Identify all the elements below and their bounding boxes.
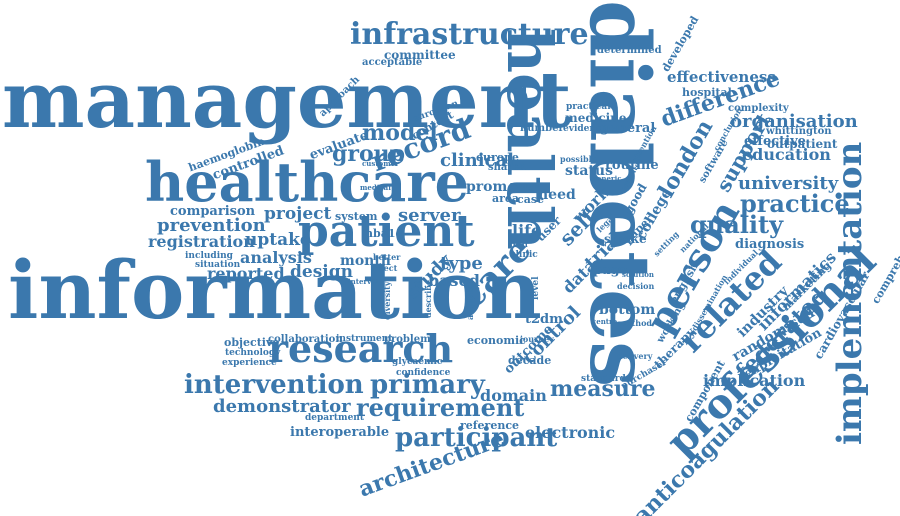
word-range: range <box>510 182 539 191</box>
word-solution: solution <box>622 271 654 278</box>
word-server: server <box>398 207 460 225</box>
word-intervention: intervention <box>184 372 364 398</box>
word-economic: economic <box>467 335 526 346</box>
word-registration: registration <box>148 234 255 250</box>
word-domain: domain <box>480 388 547 404</box>
word-possible: possible <box>560 155 597 163</box>
word-interoperable: interoperable <box>290 426 389 439</box>
word-confidence: confidence <box>396 369 450 378</box>
word-situation: situation <box>195 261 240 270</box>
word-determined: determined <box>597 46 662 56</box>
word-generic: generic <box>592 175 622 182</box>
word-t2dm: t2dm <box>525 313 563 326</box>
word-collaboration: collaboration <box>268 335 343 345</box>
word-available: available <box>466 280 474 320</box>
word-practical: practical <box>566 103 611 112</box>
word-effect: effect <box>372 264 397 272</box>
word-effectiveness: effectiveness <box>667 70 776 85</box>
word-level: level <box>532 276 541 300</box>
word-project: project <box>264 206 331 223</box>
word-department: department <box>305 414 364 423</box>
word-management: management <box>2 62 571 140</box>
word-centre: centre <box>592 318 617 325</box>
word-method: method <box>618 319 652 327</box>
word-system: system <box>335 211 378 222</box>
word-analysis: analysis <box>240 250 312 266</box>
word-uptake: uptake <box>245 232 311 249</box>
word-problem: problem <box>384 335 431 345</box>
word-university: university <box>738 175 838 193</box>
word-journey: journey <box>520 335 554 343</box>
word-bottom: bottom <box>599 303 655 317</box>
word-medical: medical <box>360 184 391 191</box>
word-whittington: whittington <box>766 127 832 137</box>
word-decade: decade <box>508 355 551 366</box>
word-glycaemic: glycaemic <box>392 358 442 367</box>
word-interval: interval <box>348 278 378 285</box>
word-reference: reference <box>460 420 519 431</box>
word-number: number <box>520 124 564 134</box>
word-delivery: delivery <box>617 352 652 360</box>
word-shared: shared <box>488 163 526 173</box>
word-area: area <box>492 193 519 204</box>
word-standard: standard <box>581 375 626 384</box>
word-oral: oral <box>510 240 528 248</box>
word-clinic: clinic <box>510 251 538 260</box>
word-infrastructure: infrastructure <box>350 20 589 50</box>
word-diagnosis: diagnosis <box>735 238 804 251</box>
word-diversity: diversity <box>383 282 391 320</box>
word-technology: technology <box>225 349 280 358</box>
word-electronic: electronic <box>525 425 615 441</box>
word-better: better <box>373 253 400 261</box>
word-comparison: comparison <box>170 205 255 218</box>
word-experience: experience <box>222 359 277 368</box>
word-outpatient: outpatient <box>767 138 837 150</box>
word-decision: decision <box>617 282 654 290</box>
word-hospital: hospital <box>682 87 732 98</box>
word-acceptable: acceptable <box>362 58 422 68</box>
word-customer: customer <box>362 160 399 167</box>
word-hba1c: hba1c <box>365 228 402 239</box>
word-describe: describe <box>424 280 432 318</box>
word-need: need <box>538 188 576 202</box>
